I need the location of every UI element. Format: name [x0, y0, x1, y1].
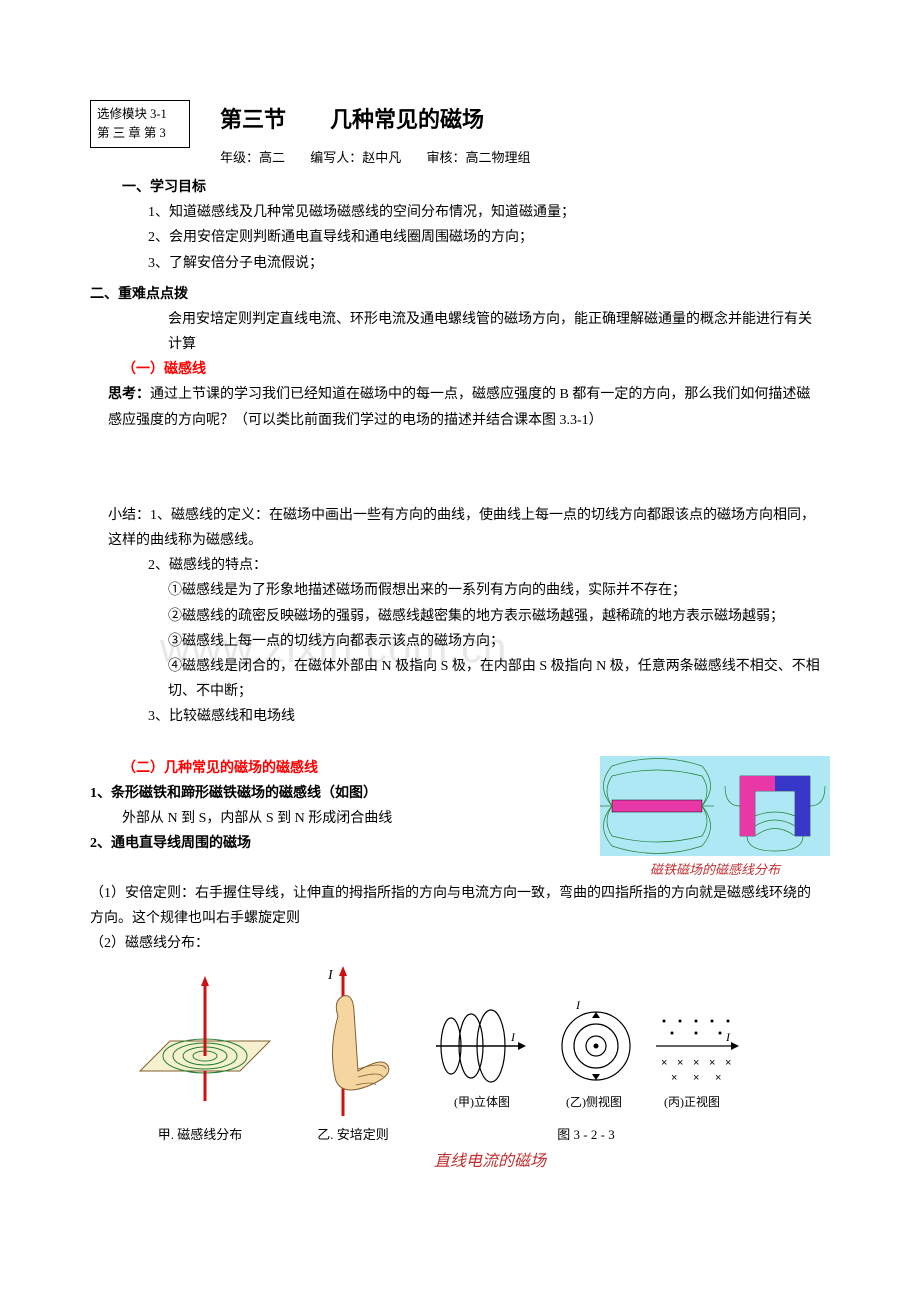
think-block: 思考：通过上节课的学习我们已经知道在磁场中的每一点，磁感应强度的 B 都有一定的…	[90, 382, 830, 432]
sub2-h2: 2、通电直导线周围的磁场	[90, 831, 588, 856]
sum-s2d: ④磁感线是闭合的，在磁体外部由 N 极指向 S 极，在内部由 S 极指向 N 极…	[90, 654, 830, 704]
sub2-h1p: 外部从 N 到 S，内部从 S 到 N 形成闭合曲线	[90, 806, 588, 831]
fig-b-caption: 乙. 安培定则	[288, 1123, 418, 1146]
svg-text:×: ×	[661, 1057, 667, 1069]
fig-a-caption: 甲. 磁感线分布	[120, 1123, 280, 1146]
gap	[90, 730, 830, 756]
fig-a-svg	[120, 971, 280, 1121]
header: 选修模块 3-1 第 三 章 第 3 第三节 几种常见的磁场 年级：高二 编写人…	[90, 100, 830, 169]
think-label: 思考：	[108, 387, 150, 402]
sum-s2c: ③磁感线上每一点的切线方向都表示该点的磁场方向；	[90, 629, 830, 654]
svg-text:×: ×	[693, 1057, 699, 1069]
module-line1: 选修模块 3-1	[97, 105, 183, 124]
svg-text:I: I	[725, 1030, 731, 1044]
fig-b: I 乙. 安培定则	[288, 961, 418, 1146]
svg-text:×: ×	[671, 1072, 677, 1084]
sec2-p1: 会用安培定则判定直线电流、环形电流及通电螺线管的磁场方向，能正确理解磁通量的概念…	[90, 307, 830, 357]
summary-1: 小结：1、磁感线的定义：在磁场中画出一些有方向的曲线，使曲线上每一点的切线方向都…	[90, 503, 830, 553]
fig-c2-label: (乙)侧视图	[566, 1094, 622, 1109]
sub1-head: （一）磁感线	[90, 357, 830, 382]
sum-s2: 2、磁感线的特点：	[90, 553, 830, 578]
section-2-head: 二、重难点点拨	[90, 282, 830, 307]
sum-s2b: ②磁感线的疏密反映磁场的强弱，磁感线越密集的地方表示磁场越强，越稀疏的地方表示磁…	[90, 604, 830, 629]
sum-s2a: ①磁感线是为了形象地描述磁场而假想出来的一系列有方向的曲线，实际并不存在；	[90, 578, 830, 603]
fig-c-svg: I (甲)立体图 I (乙)侧视图 I	[426, 981, 746, 1121]
sum-s1: 1、磁感线的定义：在磁场中画出一些有方向的曲线，使曲线上每一点的切线方向都跟该点…	[108, 508, 815, 548]
svg-text:I: I	[327, 968, 334, 983]
fig-c3-label: (丙)正视图	[664, 1094, 720, 1109]
title-area: 第三节 几种常见的磁场 年级：高二 编写人：赵中凡 审核：高二物理组	[190, 100, 830, 169]
bottom-caption: 直线电流的磁场	[90, 1148, 830, 1177]
fig-b-svg: I	[288, 961, 418, 1121]
sec1-p2: 2、会用安倍定则判断通电直导线和通电线圈周围磁场的方向；	[90, 225, 830, 250]
sub2-h2b: （2）磁感线分布：	[90, 931, 830, 956]
sub2-block: （二）几种常见的磁场的磁感线 1、条形磁铁和蹄形磁铁磁场的磁感线（如图） 外部从…	[90, 756, 830, 881]
magnet-svg	[600, 756, 830, 856]
sub2-h1: 1、条形磁铁和蹄形磁铁磁场的磁感线（如图）	[90, 781, 588, 806]
page-title: 第三节 几种常见的磁场	[220, 100, 830, 140]
sec1-p1: 1、知道磁感线及几种常见磁场磁感线的空间分布情况，知道磁通量；	[90, 200, 830, 225]
module-box: 选修模块 3-1 第 三 章 第 3	[90, 100, 190, 148]
svg-text:×: ×	[715, 1072, 721, 1084]
meta-grade: 年级：高二	[220, 150, 285, 165]
sum-label: 小结：	[108, 508, 150, 523]
fig-c-num: 图 3 - 2 - 3	[426, 1123, 746, 1146]
sub2-head: （二）几种常见的磁场的磁感线	[90, 756, 588, 781]
sec1-p3: 3、了解安倍分子电流假说；	[90, 251, 830, 276]
magnet-figure: 磁铁磁场的磁感线分布	[600, 756, 830, 881]
section-1-head: 一、学习目标	[90, 175, 830, 200]
svg-text:I: I	[510, 1030, 516, 1044]
sub2-h2a: （1）安倍定则：右手握住导线，让伸直的拇指所指的方向与电流方向一致，弯曲的四指所…	[90, 881, 830, 931]
sum-s3: 3、比较磁感线和电场线	[90, 704, 830, 729]
svg-text:×: ×	[677, 1057, 683, 1069]
meta-line: 年级：高二 编写人：赵中凡 审核：高二物理组	[220, 146, 830, 169]
module-line2: 第 三 章 第 3	[97, 124, 183, 143]
svg-text:×: ×	[725, 1057, 731, 1069]
think-text: 通过上节课的学习我们已经知道在磁场中的每一点，磁感应强度的 B 都有一定的方向，…	[108, 387, 810, 427]
magnet-caption: 磁铁磁场的磁感线分布	[600, 858, 830, 881]
fig-c1-label: (甲)立体图	[454, 1094, 510, 1109]
svg-text:×: ×	[709, 1057, 715, 1069]
figure-row: 甲. 磁感线分布 I 乙. 安培定则	[90, 961, 830, 1146]
fig-a: 甲. 磁感线分布	[120, 971, 280, 1146]
svg-text:×: ×	[693, 1072, 699, 1084]
meta-reviewer: 审核：高二物理组	[427, 150, 531, 165]
meta-author: 编写人：赵中凡	[310, 150, 401, 165]
svg-text:I: I	[575, 998, 581, 1012]
fig-c: I (甲)立体图 I (乙)侧视图 I	[426, 981, 746, 1146]
answer-space	[90, 433, 830, 503]
